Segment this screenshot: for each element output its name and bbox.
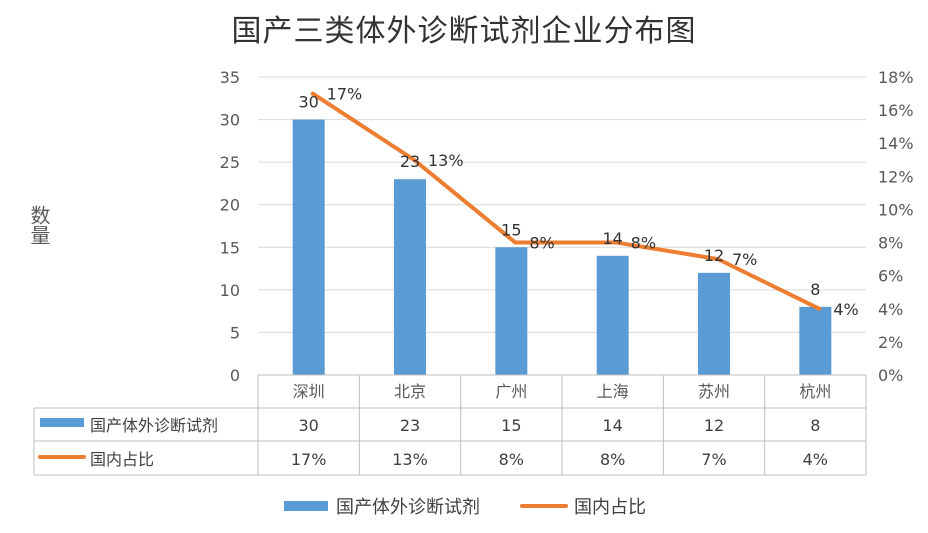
- table-cell: 7%: [701, 450, 726, 469]
- bar: [698, 272, 730, 375]
- y-left-tick-label: 10: [220, 281, 240, 300]
- table-key-bar: [40, 418, 84, 427]
- y-left-tick-label: 15: [220, 238, 240, 257]
- bar-value-label: 8: [810, 280, 820, 299]
- line-value-label: 13%: [428, 151, 464, 170]
- y-right-tick-label: 2%: [878, 333, 903, 352]
- table-cell: 13%: [392, 450, 428, 469]
- y-left-tick-label: 25: [220, 153, 240, 172]
- line-series: [310, 91, 822, 311]
- line-value-label: 8%: [529, 234, 554, 253]
- bar-value-label: 30: [298, 93, 318, 112]
- bar: [292, 119, 325, 375]
- table-cell: 15: [501, 416, 521, 435]
- x-tick-label: 北京: [394, 382, 426, 401]
- axes: 0 5 10 15 20 25 30 35 0% 2% 4% 6% 8% 10% 12% 14% 16% 18%: [220, 68, 914, 385]
- table-row-header: 国产体外诊断试剂: [90, 416, 218, 435]
- y-right-tick-label: 4%: [878, 300, 903, 319]
- bar-value-label: 23: [400, 152, 420, 171]
- line-path: [310, 91, 822, 311]
- table-cell: 30: [298, 416, 318, 435]
- bar: [799, 306, 832, 375]
- x-tick-label: 杭州: [799, 382, 831, 401]
- table-row-header: 国内占比: [90, 450, 154, 469]
- bar-value-label: 14: [602, 229, 622, 248]
- y-right-tick-label: 6%: [878, 267, 903, 286]
- x-tick-label: 苏州: [698, 382, 730, 401]
- legend: 国产体外诊断试剂 国内占比: [284, 497, 646, 518]
- table-cell: 8%: [499, 450, 524, 469]
- x-tick-label: 深圳: [293, 382, 325, 401]
- y-right-tick-label: 8%: [878, 234, 903, 253]
- y-right-tick-label: 18%: [878, 68, 914, 87]
- legend-label: 国内占比: [574, 497, 646, 518]
- y-left-tick-label: 30: [220, 111, 240, 130]
- bar-value-label: 15: [501, 220, 521, 239]
- table-cell: 4%: [803, 450, 828, 469]
- line-value-label: 7%: [732, 250, 757, 269]
- table-cell: 17%: [291, 450, 327, 469]
- legend-swatch-bar: [284, 501, 328, 511]
- y-right-tick-label: 10%: [878, 200, 914, 219]
- y-axis-title: 数量: [27, 205, 51, 245]
- bar: [394, 179, 426, 375]
- data-table: 深圳 30 17% 北京 23 13% 广州 15 8% 上海 14 8% 苏州 12 7% 杭州 8 4% 国产体…: [33, 374, 867, 476]
- x-tick-label: 上海: [597, 382, 629, 401]
- y-left-tick-label: 5: [230, 323, 240, 342]
- bar-value-label: 12: [704, 246, 724, 265]
- line-value-label: 4%: [833, 300, 858, 319]
- line-value-label: 8%: [631, 234, 656, 253]
- line-value-label: 17%: [327, 85, 363, 104]
- y-right-tick-label: 14%: [878, 134, 914, 153]
- table-cell: 8%: [600, 450, 625, 469]
- bar-series: [292, 119, 832, 375]
- table-cell: 8: [810, 416, 820, 435]
- data-labels: 30 23 15 14 12 8 17% 13% 8% 8% 7% 4%: [298, 85, 858, 319]
- y-left-tick-label: 0: [230, 366, 240, 385]
- bar: [596, 255, 629, 375]
- y-right-tick-label: 16%: [878, 101, 914, 120]
- y-right-tick-label: 12%: [878, 167, 914, 186]
- chart-title: 国产三类体外诊断试剂企业分布图: [231, 14, 697, 49]
- bar: [495, 247, 528, 375]
- y-right-tick-label: 0%: [878, 366, 903, 385]
- table-cell: 23: [400, 416, 420, 435]
- table-cell: 14: [602, 416, 622, 435]
- y-left-tick-label: 20: [220, 196, 240, 215]
- y-left-tick-label: 35: [220, 68, 240, 87]
- table-cell: 12: [704, 416, 724, 435]
- x-tick-label: 广州: [495, 382, 527, 401]
- gridlines: [258, 76, 866, 376]
- legend-label: 国产体外诊断试剂: [336, 497, 480, 518]
